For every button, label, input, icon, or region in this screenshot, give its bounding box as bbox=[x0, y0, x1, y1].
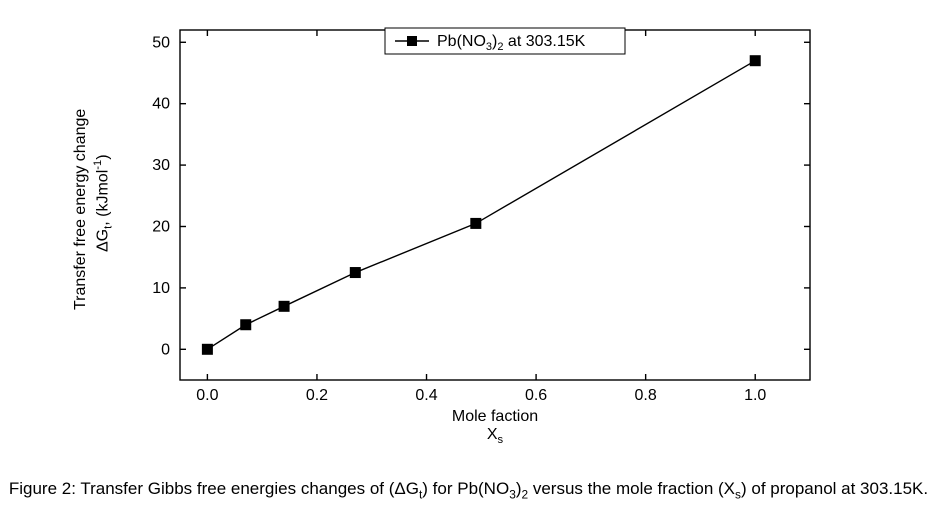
y-axis-label-line1: Transfer free energy change bbox=[72, 109, 90, 310]
svg-text:0.2: 0.2 bbox=[306, 387, 328, 404]
x-axis-label-line1: Mole faction bbox=[435, 408, 555, 426]
svg-text:0.0: 0.0 bbox=[196, 387, 218, 404]
svg-text:30: 30 bbox=[152, 157, 170, 174]
svg-text:0.8: 0.8 bbox=[635, 387, 657, 404]
svg-text:50: 50 bbox=[152, 34, 170, 51]
chart-svg: 0.00.20.40.60.81.001020304050Pb(NO3)2 at… bbox=[0, 0, 937, 430]
svg-text:0.6: 0.6 bbox=[525, 387, 547, 404]
svg-text:40: 40 bbox=[152, 96, 170, 113]
x-axis-label-line2: Xs bbox=[435, 426, 555, 446]
y-axis-label-line2: ΔGt, (kJmol-1) bbox=[92, 154, 115, 252]
svg-text:20: 20 bbox=[152, 218, 170, 235]
svg-text:0: 0 bbox=[161, 341, 170, 358]
svg-text:10: 10 bbox=[152, 280, 170, 297]
figure-caption: Figure 2: Transfer Gibbs free energies c… bbox=[0, 479, 937, 501]
svg-text:1.0: 1.0 bbox=[744, 387, 766, 404]
svg-text:0.4: 0.4 bbox=[415, 387, 437, 404]
